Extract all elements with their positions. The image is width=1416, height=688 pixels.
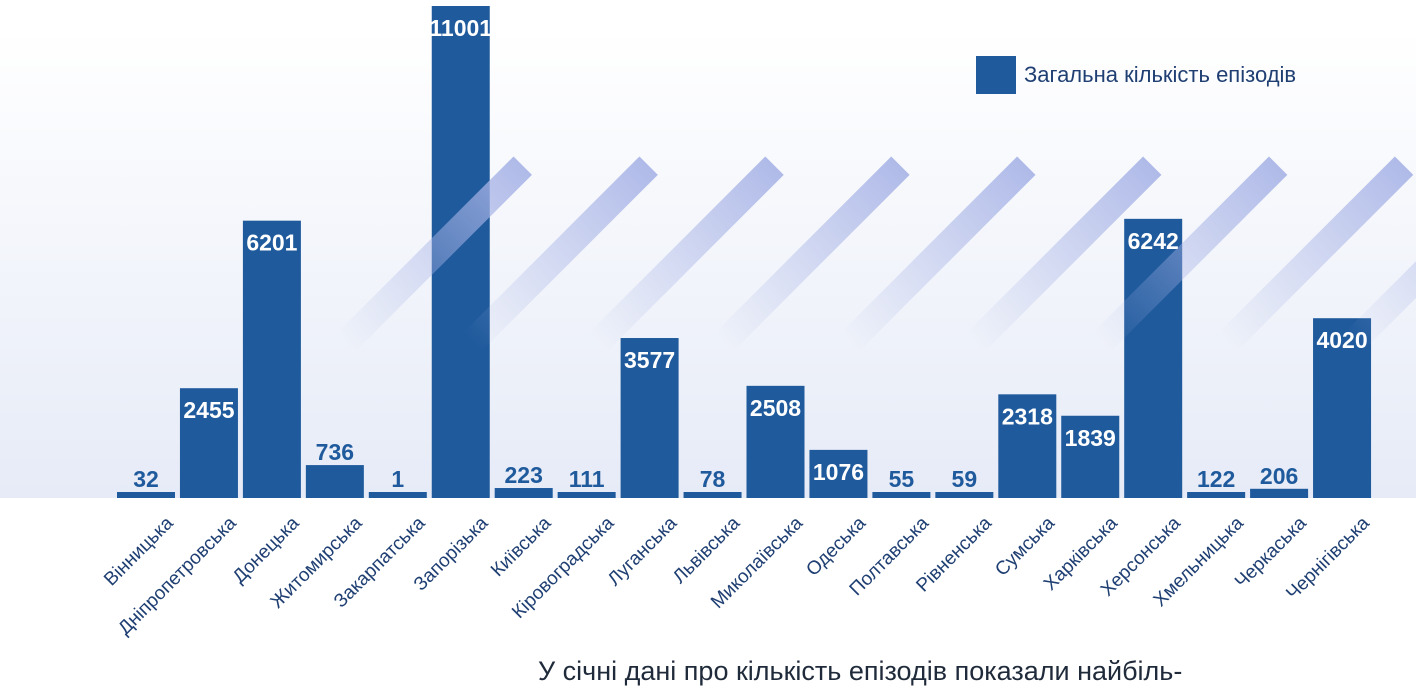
bar-9 xyxy=(620,338,679,498)
value-label-7: 223 xyxy=(505,462,543,488)
bar-10 xyxy=(683,492,742,498)
bar-4 xyxy=(305,465,364,498)
legend-swatch xyxy=(976,56,1016,94)
bar-13 xyxy=(872,492,931,498)
value-label-13: 55 xyxy=(889,466,915,492)
bar-1 xyxy=(117,492,175,498)
value-label-2: 2455 xyxy=(183,397,234,423)
bar-16 xyxy=(1061,415,1120,498)
value-labels-layer: 32 2455 6201 736 1 11001 223 111 3577 78 2508 1076 5… xyxy=(133,15,1367,492)
value-label-10: 78 xyxy=(700,466,726,492)
value-label-12: 1076 xyxy=(813,459,864,485)
value-label-6: 11001 xyxy=(429,15,492,41)
bar-2 xyxy=(179,388,238,498)
value-label-8: 111 xyxy=(569,466,605,492)
category-band-15 xyxy=(1218,156,1414,352)
value-label-15: 2318 xyxy=(1002,403,1053,429)
value-label-9: 3577 xyxy=(624,347,675,373)
category-band-9 xyxy=(840,156,1036,352)
value-label-5: 1 xyxy=(391,466,404,492)
category-label-9: Луганська xyxy=(604,513,682,591)
bar-14 xyxy=(935,492,994,498)
bar-11 xyxy=(746,385,805,498)
value-label-18: 122 xyxy=(1197,466,1235,492)
bars-layer xyxy=(117,6,1372,498)
value-label-14: 59 xyxy=(952,466,978,492)
bar-7 xyxy=(494,488,553,498)
value-label-1: 32 xyxy=(133,466,159,492)
bar-8 xyxy=(557,492,616,498)
legend: Загальна кількість епізодів xyxy=(976,56,1296,94)
value-label-11: 2508 xyxy=(750,395,801,421)
category-label-2: Дніпропетровська xyxy=(114,513,241,640)
category-label-group-2: Дніпропетровська xyxy=(114,513,241,640)
bar-18 xyxy=(1187,492,1246,498)
bar-15 xyxy=(998,394,1057,498)
caption-text: У січні дані про кількість епізодів пока… xyxy=(538,656,1183,686)
category-band-5 xyxy=(588,156,784,352)
bar-5 xyxy=(368,492,427,498)
category-band-17 xyxy=(1343,156,1416,352)
bar-12 xyxy=(809,449,868,498)
bar-19 xyxy=(1250,488,1309,498)
bar-3 xyxy=(242,220,301,498)
category-band-1 xyxy=(336,156,532,352)
category-band-3 xyxy=(462,156,658,352)
value-label-17: 6242 xyxy=(1128,228,1179,254)
category-band-7 xyxy=(714,156,910,352)
value-label-3: 6201 xyxy=(246,230,297,256)
category-band-13 xyxy=(1092,156,1288,352)
category-band-11 xyxy=(966,156,1162,352)
value-label-19: 206 xyxy=(1260,463,1298,489)
value-label-16: 1839 xyxy=(1065,425,1116,451)
value-label-4: 736 xyxy=(316,439,354,465)
legend-label: Загальна кількість епізодів xyxy=(1024,62,1297,87)
